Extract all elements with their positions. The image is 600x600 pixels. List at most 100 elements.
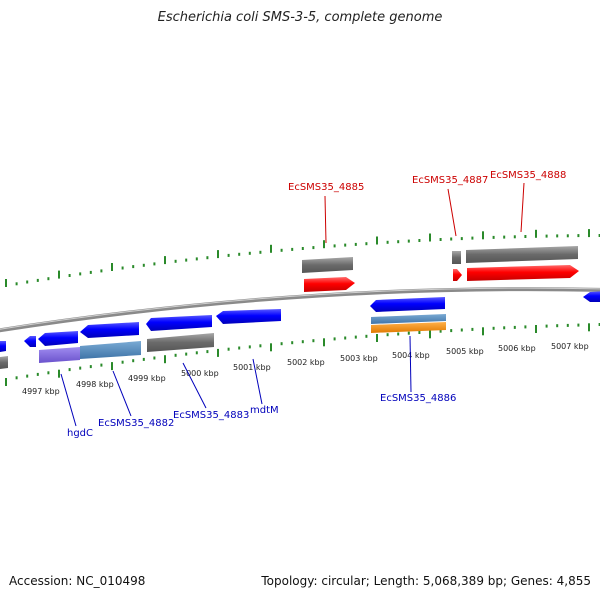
- topology-text: Topology: circular; Length: 5,068,389 bp…: [261, 574, 591, 588]
- minor-tick: [153, 262, 156, 266]
- minor-tick: [174, 259, 177, 263]
- minor-tick: [142, 357, 145, 361]
- tick-labels: 4997 kbp 4998 kbp 4999 kbp 5000 kbp 5001…: [22, 342, 589, 396]
- gene-arrow-reverse[interactable]: [146, 315, 212, 331]
- minor-tick: [36, 372, 39, 376]
- gene-label[interactable]: hgdC: [67, 428, 93, 439]
- minor-tick: [142, 263, 145, 267]
- minor-tick: [407, 331, 410, 335]
- minor-tick: [333, 337, 336, 341]
- major-tick: [535, 325, 537, 333]
- minor-tick: [471, 236, 474, 240]
- gene-label[interactable]: EcSMS35_4882: [98, 418, 174, 429]
- minor-tick: [47, 277, 50, 281]
- gene-arrow-forward[interactable]: [467, 265, 579, 281]
- minor-tick: [492, 235, 495, 239]
- minor-tick: [153, 356, 156, 360]
- minor-tick: [524, 325, 527, 329]
- gene-label[interactable]: EcSMS35_4883: [173, 410, 249, 421]
- tick-label: 5002 kbp: [287, 358, 325, 367]
- genome-backbone: [0, 287, 600, 333]
- minor-tick: [365, 334, 368, 338]
- gene-arrow-forward[interactable]: [304, 277, 355, 292]
- major-tick: [323, 338, 325, 347]
- minor-tick: [344, 243, 347, 247]
- gene-label[interactable]: EcSMS35_4886: [380, 393, 456, 404]
- minor-tick: [418, 239, 421, 242]
- minor-tick: [354, 242, 357, 246]
- minor-tick: [312, 246, 315, 250]
- minor-tick: [280, 248, 283, 252]
- gene-label[interactable]: EcSMS35_4887: [412, 175, 488, 186]
- minor-tick: [471, 327, 474, 331]
- minor-tick: [227, 253, 230, 257]
- gene-label[interactable]: EcSMS35_4885: [288, 182, 364, 193]
- protein-domain-feature[interactable]: [80, 341, 141, 359]
- accession-text: Accession: NC_010498: [9, 574, 146, 588]
- minor-tick: [407, 239, 410, 243]
- minor-tick: [68, 274, 71, 277]
- minor-tick: [503, 326, 506, 330]
- gray-feature[interactable]: [147, 333, 214, 352]
- minor-tick: [79, 272, 82, 276]
- gene-arrow-reverse[interactable]: [38, 331, 78, 346]
- major-tick: [164, 355, 166, 364]
- minor-tick: [354, 335, 357, 339]
- minor-tick: [344, 336, 347, 340]
- major-tick: [58, 270, 60, 279]
- gray-feature[interactable]: [0, 356, 8, 369]
- gene-arrow-reverse[interactable]: [0, 341, 6, 352]
- label-leaders: [60, 182, 525, 427]
- major-tick: [270, 244, 272, 253]
- minor-tick: [450, 237, 453, 241]
- minor-tick: [439, 238, 442, 241]
- gene-arrow-forward[interactable]: [453, 269, 462, 281]
- minor-tick: [259, 250, 262, 254]
- minor-tick: [301, 340, 304, 344]
- minor-tick: [195, 257, 198, 261]
- major-tick: [429, 330, 431, 339]
- minor-tick: [312, 339, 315, 343]
- minor-tick: [132, 359, 135, 363]
- gray-feature[interactable]: [466, 246, 578, 263]
- gray-feature[interactable]: [302, 257, 353, 273]
- gene-arrow-reverse[interactable]: [24, 336, 36, 347]
- gene-label[interactable]: mdtM: [250, 405, 279, 416]
- minor-tick: [291, 341, 294, 345]
- minor-tick: [26, 374, 29, 378]
- minor-tick: [248, 251, 251, 255]
- protein-domain-feature[interactable]: [371, 322, 446, 333]
- minor-tick: [598, 234, 600, 237]
- minor-tick: [100, 363, 103, 367]
- minor-tick: [566, 323, 569, 327]
- gene-arrow-reverse[interactable]: [583, 291, 600, 302]
- minor-tick: [206, 256, 209, 260]
- map-title: Escherichia coli SMS-3-5, complete genom…: [157, 10, 443, 25]
- protein-domain-feature[interactable]: [39, 347, 80, 363]
- minor-tick: [577, 323, 580, 327]
- minor-tick: [47, 371, 50, 375]
- gene-label[interactable]: EcSMS35_4888: [490, 170, 566, 181]
- major-tick: [217, 348, 219, 357]
- major-tick: [217, 250, 219, 259]
- lower-tick-ruler: [5, 323, 600, 386]
- gray-feature[interactable]: [452, 251, 461, 264]
- minor-tick: [185, 352, 188, 356]
- protein-domain-feature[interactable]: [371, 314, 446, 324]
- minor-tick: [291, 247, 294, 251]
- minor-tick: [545, 234, 548, 238]
- gene-arrow-reverse[interactable]: [216, 309, 281, 324]
- gene-arrow-reverse[interactable]: [80, 322, 139, 338]
- major-tick: [429, 233, 431, 242]
- major-tick: [270, 343, 272, 352]
- minor-tick: [460, 237, 463, 241]
- major-tick: [376, 236, 378, 245]
- minor-tick: [206, 350, 209, 354]
- minor-tick: [513, 235, 516, 239]
- major-tick: [482, 231, 484, 240]
- gene-arrow-reverse[interactable]: [370, 297, 445, 312]
- reverse-features: [0, 291, 600, 369]
- tick-label: 5007 kbp: [551, 342, 589, 351]
- minor-tick: [503, 235, 506, 239]
